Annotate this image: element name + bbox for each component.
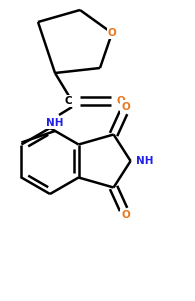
Text: C: C: [64, 96, 72, 106]
Text: O: O: [117, 96, 125, 106]
Text: O: O: [108, 28, 116, 38]
Text: O: O: [121, 210, 130, 221]
Text: O: O: [121, 101, 130, 111]
Text: NH: NH: [46, 118, 64, 128]
Text: NH: NH: [136, 156, 153, 166]
